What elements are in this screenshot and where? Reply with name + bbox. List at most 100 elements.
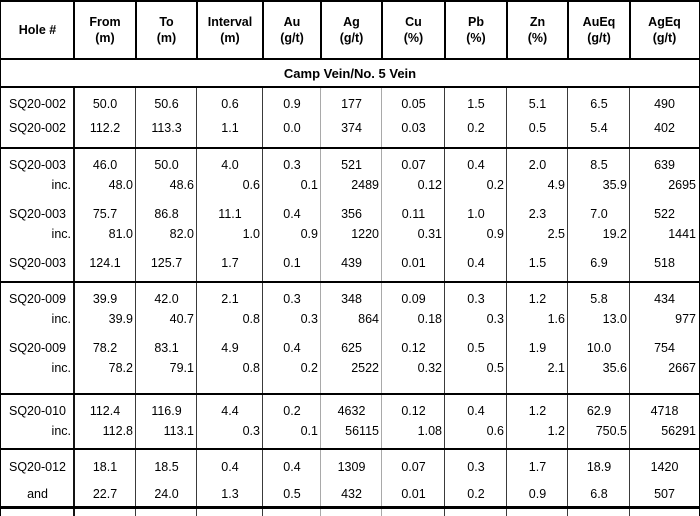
table-row: inc. 112.8 113.1 0.3 0.1 56115 1.08 0.6 1.2 750.5… xyxy=(1,421,699,441)
header-zn: Zn (%) xyxy=(507,2,568,58)
column-divider xyxy=(196,450,197,506)
interval-entry: SQ20-009 39.9 42.0 2.1 0.3 348 0.09 0.3 1.2 5.8 43… xyxy=(1,289,699,329)
column-divider xyxy=(381,149,382,281)
column-divider xyxy=(196,509,197,516)
column-divider xyxy=(196,283,197,393)
cell-interval: 0.8 xyxy=(242,312,260,326)
cell-ag: 2522 xyxy=(351,361,379,375)
cell-interval: 11.1 xyxy=(218,207,242,221)
column-divider xyxy=(135,395,136,448)
column-divider xyxy=(135,2,137,58)
header-label: Au xyxy=(283,15,301,29)
cell-hole: inc. xyxy=(51,312,71,326)
cell-ageq: 522 xyxy=(654,207,675,221)
column-divider xyxy=(444,2,446,58)
cell-cu: 0.09 xyxy=(401,292,426,306)
cell-aueq: 35.9 xyxy=(602,178,627,192)
cell-hole: inc. xyxy=(51,178,71,192)
cell-interval: 0.3 xyxy=(242,424,260,438)
interval-entry: SQ20-010 112.4 116.9 4.4 0.2 4632 0.12 0.4 1.2 62… xyxy=(1,401,699,441)
cell-pb: 1.5 xyxy=(467,97,485,111)
column-divider xyxy=(506,88,507,147)
cell-cu: 0.07 xyxy=(401,460,426,474)
cell-ageq: 1441 xyxy=(668,227,696,241)
header-label: Zn xyxy=(529,15,546,29)
column-divider xyxy=(73,395,75,448)
header-cu: Cu (%) xyxy=(382,2,445,58)
cell-pb: 1.0 xyxy=(467,207,485,221)
column-divider xyxy=(262,2,264,58)
header-unit: (m) xyxy=(95,31,115,45)
cell-au: 0.9 xyxy=(283,97,301,111)
header-unit: (g/t) xyxy=(652,31,677,45)
header-hole: Hole # xyxy=(1,2,74,58)
interval-entry: SQ20-009 78.2 83.1 4.9 0.4 625 0.12 0.5 1.9 10.0 7… xyxy=(1,338,699,378)
header-label: Ag xyxy=(343,15,360,29)
cell-au: 0.5 xyxy=(283,487,301,501)
cell-from: 39.9 xyxy=(108,312,133,326)
column-divider xyxy=(567,509,568,516)
cell-aueq: 62.9 xyxy=(586,404,612,418)
column-divider xyxy=(196,2,198,58)
column-divider xyxy=(506,395,507,448)
column-divider xyxy=(629,149,630,281)
cell-to: 40.7 xyxy=(169,312,194,326)
cell-interval: 0.8 xyxy=(242,361,260,375)
cell-au: 0.2 xyxy=(300,361,318,375)
cell-zn: 1.2 xyxy=(547,424,565,438)
column-divider xyxy=(135,450,136,506)
column-divider xyxy=(629,395,630,448)
column-divider xyxy=(320,2,322,58)
interval-entry: SQ20-003 46.0 50.0 4.0 0.3 521 0.07 0.4 2.0 8.5 63… xyxy=(1,155,699,195)
column-divider xyxy=(135,149,136,281)
table-row: SQ20-003 124.1 125.7 1.7 0.1 439 0.01 0.4 1.5 6.9… xyxy=(1,253,699,273)
column-divider xyxy=(73,450,75,506)
cell-zn: 1.6 xyxy=(547,312,565,326)
header-pb: Pb (%) xyxy=(445,2,507,58)
cell-au: 0.4 xyxy=(283,341,301,355)
cell-interval: 1.3 xyxy=(221,487,239,501)
cell-ag: 348 xyxy=(341,292,362,306)
column-divider xyxy=(73,149,75,281)
cell-pb: 0.4 xyxy=(467,404,485,418)
column-divider xyxy=(73,283,75,393)
cell-zn: 0.9 xyxy=(528,487,547,501)
cell-to: 83.1 xyxy=(154,341,179,355)
cell-cu: 1.08 xyxy=(417,424,442,438)
column-divider xyxy=(135,88,136,147)
cell-aueq: 5.4 xyxy=(590,121,608,135)
cell-to: 42.0 xyxy=(154,292,179,306)
cell-aueq: 750.5 xyxy=(595,424,627,438)
cell-ageq: 507 xyxy=(654,487,675,501)
column-divider xyxy=(320,88,321,147)
column-divider xyxy=(196,88,197,147)
column-divider xyxy=(320,450,321,506)
clipped-next-row xyxy=(1,509,699,516)
cell-from: 50.0 xyxy=(92,97,118,111)
cell-ageq: 56291 xyxy=(661,424,696,438)
interval-entry: SQ20-012 18.1 18.5 0.4 0.4 1309 0.07 0.3 1.7 18.9… xyxy=(1,456,699,478)
column-divider xyxy=(444,450,445,506)
column-divider xyxy=(381,283,382,393)
cell-cu: 0.31 xyxy=(417,227,442,241)
cell-pb: 0.6 xyxy=(486,424,504,438)
table-row: inc. 78.2 79.1 0.8 0.2 2522 0.32 0.5 2.1 35.6 2667 xyxy=(1,358,699,378)
cell-cu: 0.12 xyxy=(417,178,442,192)
table-row: SQ20-003 75.7 86.8 11.1 0.4 356 0.11 1.0 2.3 7.0 5… xyxy=(1,204,699,224)
column-divider xyxy=(73,2,75,58)
interval-entry: SQ20-003 75.7 86.8 11.1 0.4 356 0.11 1.0 2.3 7.0 5… xyxy=(1,204,699,244)
cell-hole: inc. xyxy=(51,227,71,241)
cell-zn: 1.2 xyxy=(528,292,547,306)
cell-aueq: 6.8 xyxy=(590,487,608,501)
cell-ageq: 518 xyxy=(654,256,675,270)
column-divider xyxy=(381,395,382,448)
cell-ageq: 434 xyxy=(654,292,675,306)
cell-pb: 0.3 xyxy=(467,460,485,474)
header-label: Cu xyxy=(405,15,422,29)
column-divider xyxy=(567,149,568,281)
interval-entry: SQ20-002 50.0 50.6 0.6 0.9 177 0.05 1.5 5.1 6.5 49… xyxy=(1,94,699,114)
cell-ag: 1309 xyxy=(337,460,366,474)
column-divider xyxy=(629,509,630,516)
cell-to: 113.3 xyxy=(151,121,182,135)
cell-zn: 1.2 xyxy=(528,404,547,418)
